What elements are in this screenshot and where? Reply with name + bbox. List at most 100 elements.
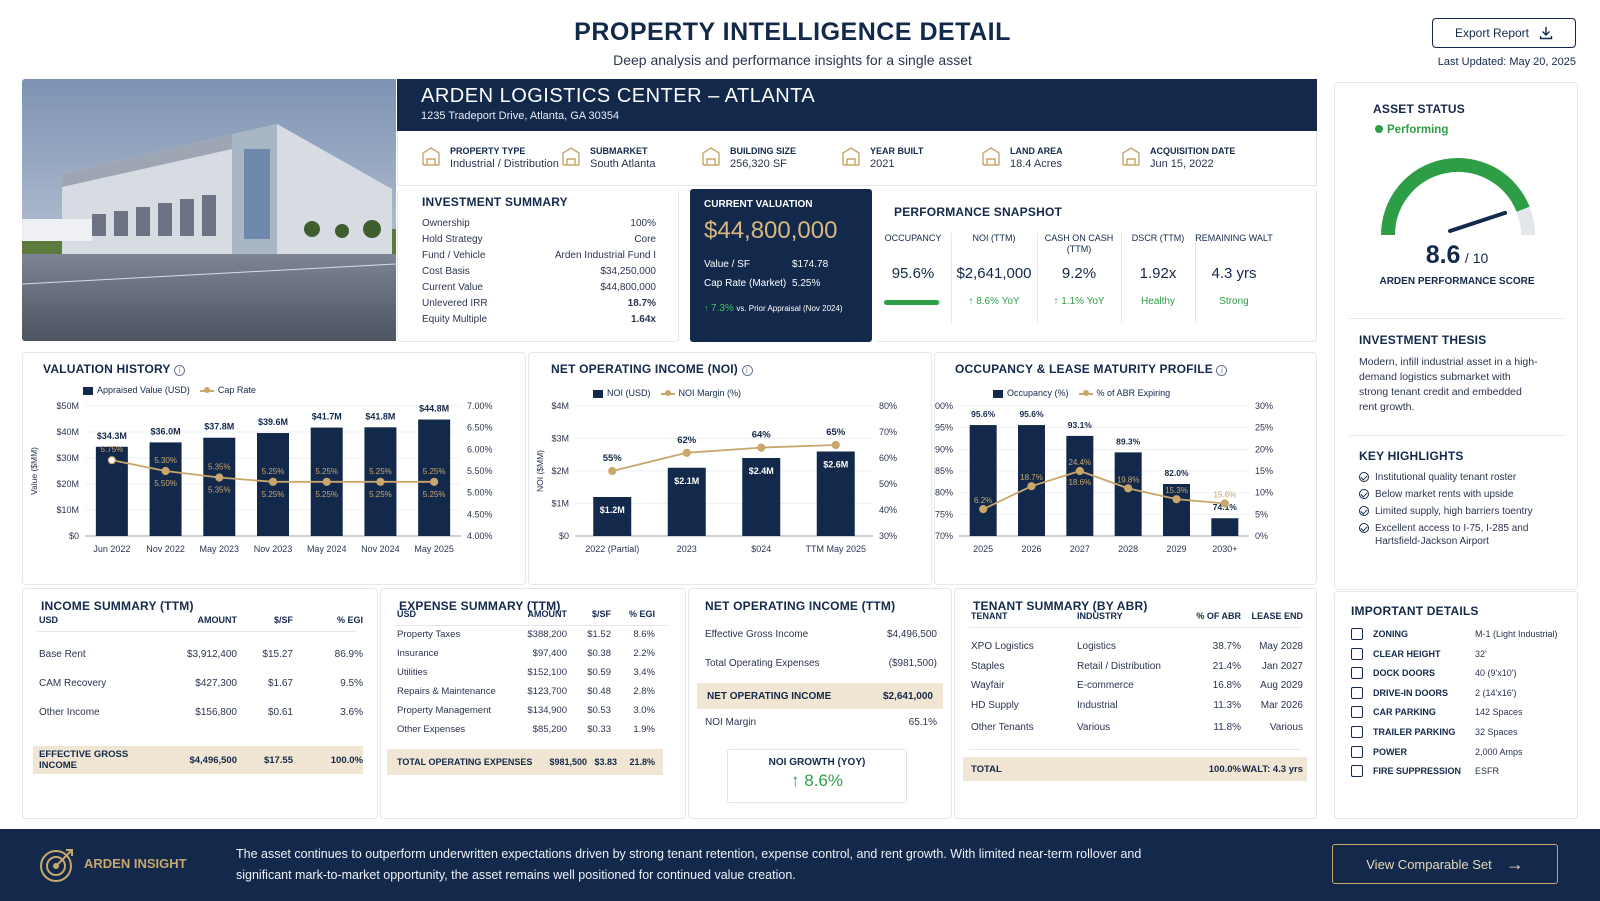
y2-tick-label: 10% <box>1255 488 1273 498</box>
x-tick-label: 2023 <box>677 544 697 554</box>
noi-chart: NET OPERATING INCOME (NOI) i NOI (USD) N… <box>528 352 932 585</box>
insight-text: The asset continues to outperform underw… <box>236 847 1142 882</box>
fact-value: 2021 <box>870 158 895 170</box>
noi-row: Effective Gross Income $4,496,500 <box>705 629 937 640</box>
valuation-history-plot: $0 $10M $20M $30M $40M $50M 4.00% 4.50% 5.00% 5.5… <box>29 401 493 554</box>
line-label: 18.7% <box>1020 473 1043 482</box>
line-point <box>1075 466 1084 476</box>
fact-label: SUBMARKET <box>590 146 648 156</box>
investment-label: Unlevered IRR <box>422 297 488 309</box>
investment-row: Unlevered IRR 18.7% <box>422 295 656 311</box>
arrow-up-icon: ↑ <box>704 303 709 313</box>
bar-label: $41.7M <box>312 412 342 422</box>
table-cell: Various <box>1269 722 1303 733</box>
gauge-needle <box>1448 210 1508 233</box>
x-tick-label: May 2023 <box>200 544 240 554</box>
occupancy-plot: 70% 75% 80% 85% 90% 95% 100% 0% 5% 10% 15% 20% 25% 30… <box>935 401 1273 554</box>
bar-label: $44.8M <box>419 404 449 414</box>
income-summary: INCOME SUMMARY (TTM) USD AMOUNT $/SF % EGI B… <box>22 588 378 819</box>
investment-value: 18.7% <box>627 297 656 309</box>
table-cell: $388,200 <box>527 629 567 640</box>
insight-brand: ARDEN INSIGHT <box>84 856 187 871</box>
y-tick-label: $30M <box>56 453 79 463</box>
fact-year-built: YEAR BUILT 2021 <box>840 145 980 172</box>
table-cell: HD Supply <box>971 700 1019 711</box>
y-tick-label: 100% <box>935 401 953 411</box>
line-point <box>430 477 439 486</box>
cap-rate-label: 5.25% <box>369 490 392 499</box>
fact-text: PROPERTY TYPE Industrial / Distribution <box>450 146 559 170</box>
column-header: AMOUNT <box>527 609 568 619</box>
export-report-button[interactable]: Export Report <box>1432 18 1576 48</box>
check-circle-icon <box>1359 489 1369 499</box>
y-tick-label: $2M <box>551 466 569 476</box>
table-cell: Mar 2026 <box>1260 700 1303 711</box>
line-point <box>1172 495 1181 504</box>
investment-row: Cost Basis $34,250,000 <box>422 263 656 279</box>
table-row: HD Supply Industrial 11.3% Mar 2026 <box>971 700 1303 711</box>
line-label: 62% <box>677 435 697 446</box>
y-tick-label: $20M <box>56 479 79 489</box>
total-cell: WALT: 4.3 yrs <box>1241 763 1303 775</box>
x-tick-label: May 2024 <box>307 544 347 554</box>
table-row: Property Management $134,900 $0.53 3.0% <box>397 705 655 716</box>
noi-margin-label: NOI Margin <box>705 717 757 728</box>
column-header: LEASE END <box>1251 611 1303 621</box>
x-tick-label: 2027 <box>1070 544 1090 554</box>
calendar-icon <box>1120 145 1142 172</box>
y-tick-label: 85% <box>935 466 953 476</box>
metric-divider <box>1121 233 1122 323</box>
cap-rate-label: 5.25% <box>262 467 285 476</box>
y2-tick-label: 0% <box>1255 531 1268 541</box>
line-point <box>215 473 224 482</box>
detail-label: DOCK DOORS <box>1373 668 1436 679</box>
line-label: 64% <box>752 430 772 441</box>
y-tick-label: $1M <box>551 499 569 509</box>
noi-row-value: $4,496,500 <box>886 629 937 640</box>
occupancy-chart: OCCUPANCY & LEASE MATURITY PROFILE i Occ… <box>934 352 1317 585</box>
info-icon[interactable]: i <box>173 365 185 376</box>
legend-item: % of ABR Expiring <box>1096 388 1171 398</box>
power-icon <box>1351 745 1363 758</box>
metric-sub: Healthy <box>1121 296 1195 307</box>
view-comparable-set-button[interactable]: View Comparable Set → <box>1332 844 1558 884</box>
arrow-up-icon: ↑ <box>1053 296 1062 307</box>
metric-value: 1.92x <box>1139 265 1177 282</box>
highlight-item: Limited supply, high barriers toentry <box>1359 505 1564 518</box>
highlights-title: KEY HIGHLIGHTS <box>1359 449 1464 463</box>
detail-value: 142 Spaces <box>1475 707 1523 718</box>
metric-remaining-walt: REMAINING WALT 4.3 yrs Strong <box>1195 233 1273 333</box>
table-cell: $0.61 <box>267 707 293 718</box>
bar <box>149 442 182 536</box>
table-total: TOTAL OPERATING EXPENSES $981,500 $3.83 21.… <box>387 749 663 775</box>
fact-building-size: BUILDING SIZE 256,320 SF <box>700 145 840 172</box>
investment-value: 1.64x <box>630 313 656 325</box>
table-cell: Industrial <box>1077 700 1118 711</box>
line-point <box>682 448 691 457</box>
y-tick-label: $10M <box>56 505 79 515</box>
height-icon <box>1351 647 1363 660</box>
property-facts: PROPERTY TYPE Industrial / Distribution SU… <box>397 131 1317 186</box>
metric-label: CASH ON CASH (TTM) <box>1044 233 1114 254</box>
total-cell: $981,500 <box>549 757 587 767</box>
investment-label: Hold Strategy <box>422 233 483 245</box>
info-icon[interactable]: i <box>1216 365 1228 376</box>
y2-tick-label: 50% <box>879 479 897 489</box>
valuation-change-value: 7.3% <box>711 303 734 314</box>
legend-item: Occupancy (%) <box>1007 388 1069 398</box>
status-text: Performing <box>1387 124 1449 136</box>
metric-sub-text: Strong <box>1219 296 1249 307</box>
table-cell: Property Taxes <box>397 629 461 640</box>
expense-title: EXPENSE SUMMARY (TTM) <box>399 599 561 613</box>
check-circle-icon <box>1359 506 1369 516</box>
y-tick-label: 70% <box>935 531 953 541</box>
line-point <box>979 505 988 514</box>
x-tick-label: May 2025 <box>414 544 454 554</box>
table-row: XPO Logistics Logistics 38.7% May 2028 <box>971 641 1303 652</box>
valuation-row-value: 5.25% <box>792 278 821 289</box>
fact-value: South Atlanta <box>590 158 656 170</box>
info-icon[interactable]: i <box>741 365 753 376</box>
y2-tick-label: 80% <box>879 401 897 411</box>
table-row: Base Rent $3,912,400 $15.27 86.9% <box>39 649 363 660</box>
metric-sub-text: Healthy <box>1141 296 1175 307</box>
